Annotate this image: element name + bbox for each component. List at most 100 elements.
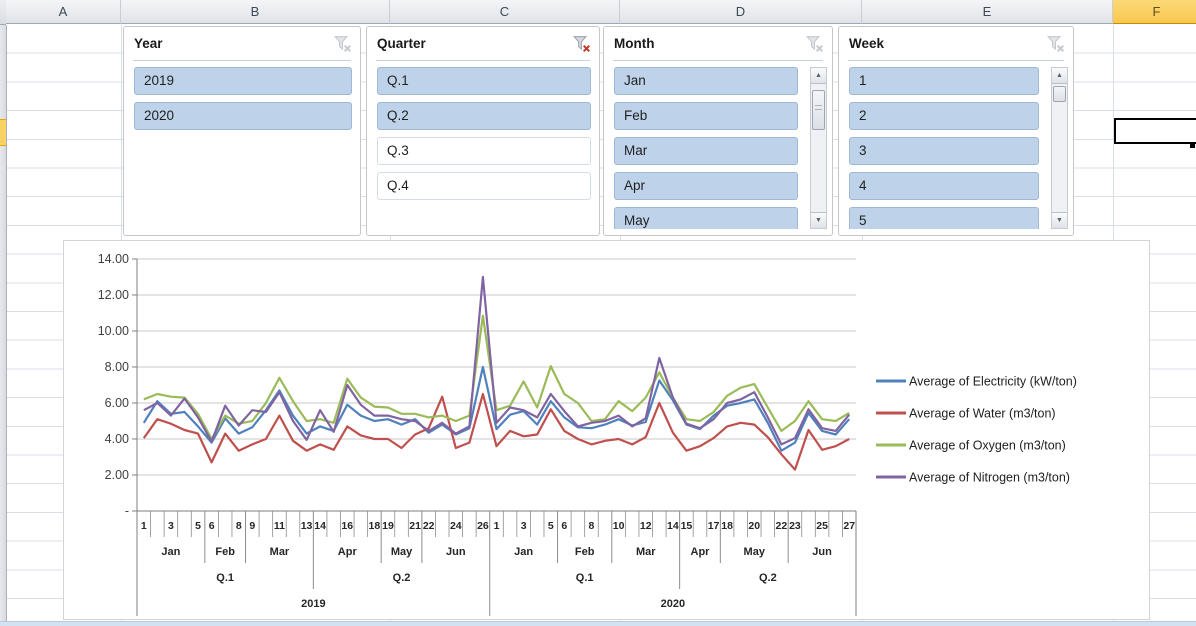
- slicer-item-q-1[interactable]: Q.1: [377, 67, 591, 95]
- slicer-item-2019[interactable]: 2019: [134, 67, 352, 95]
- slicer-divider: [133, 60, 351, 61]
- svg-text:Average of Nitrogen (m3/ton): Average of Nitrogen (m3/ton): [909, 470, 1070, 484]
- svg-text:14.00: 14.00: [98, 252, 129, 266]
- svg-text:14: 14: [314, 520, 326, 532]
- svg-text:15: 15: [681, 520, 693, 532]
- clear-filter-icon[interactable]: [572, 35, 591, 53]
- svg-text:2020: 2020: [661, 598, 685, 610]
- slicer-divider: [613, 60, 823, 61]
- slicer-item-apr[interactable]: Apr: [614, 172, 798, 200]
- svg-text:22: 22: [423, 520, 435, 532]
- svg-text:Mar: Mar: [270, 546, 290, 558]
- svg-text:8.00: 8.00: [105, 360, 129, 374]
- svg-text:10: 10: [613, 520, 625, 532]
- svg-text:1: 1: [494, 520, 500, 532]
- slicer-item-2[interactable]: 2: [849, 102, 1039, 130]
- fill-handle[interactable]: [1190, 143, 1195, 148]
- column-header-E[interactable]: E: [862, 0, 1113, 24]
- svg-text:Average of Water (m3/ton): Average of Water (m3/ton): [909, 406, 1056, 420]
- slicer-item-q-4[interactable]: Q.4: [377, 172, 591, 200]
- svg-text:10.00: 10.00: [98, 324, 129, 338]
- month-slicer-title: Month: [614, 36, 655, 51]
- svg-text:12: 12: [640, 520, 652, 532]
- svg-text:Apr: Apr: [691, 546, 711, 558]
- clear-filter-icon[interactable]: [333, 35, 352, 53]
- svg-text:6: 6: [209, 520, 215, 532]
- svg-text:6: 6: [561, 520, 567, 532]
- year-slicer: Year 2019 2020: [123, 26, 361, 236]
- svg-text:12.00: 12.00: [98, 288, 129, 302]
- active-row-header: [0, 119, 6, 146]
- svg-text:26: 26: [477, 520, 489, 532]
- column-header-A[interactable]: A: [6, 0, 121, 24]
- slicer-item-5[interactable]: 5: [849, 207, 1039, 229]
- pivot-line-chart[interactable]: -2.00 4.00 6.00 8.00 10.00 12.00 14.00 1 3 5 Jan 6 8…: [63, 240, 1150, 620]
- svg-text:Q.2: Q.2: [393, 572, 411, 584]
- month-slicer: Month Jan Feb Mar Apr May ▲ ▼: [603, 26, 833, 236]
- slicer-item-mar[interactable]: Mar: [614, 137, 798, 165]
- slicer-item-q-2[interactable]: Q.2: [377, 102, 591, 130]
- month-slicer-scrollbar[interactable]: ▲ ▼: [810, 67, 827, 229]
- column-header-D[interactable]: D: [620, 0, 862, 24]
- slicer-item-q-3[interactable]: Q.3: [377, 137, 591, 165]
- year-slicer-title: Year: [134, 36, 163, 51]
- scroll-up-arrow[interactable]: ▲: [1052, 68, 1067, 84]
- scroll-down-arrow[interactable]: ▼: [811, 212, 826, 228]
- svg-text:-: -: [125, 504, 129, 518]
- svg-text:22: 22: [776, 520, 788, 532]
- quarter-slicer-items: Q.1 Q.2 Q.3 Q.4: [377, 67, 591, 229]
- scroll-down-arrow[interactable]: ▼: [1052, 212, 1067, 228]
- svg-text:5: 5: [195, 520, 201, 532]
- week-slicer-scrollbar[interactable]: ▲ ▼: [1051, 67, 1068, 229]
- slicer-divider: [376, 60, 590, 61]
- scrollbar-thumb[interactable]: [1053, 86, 1066, 102]
- week-slicer-title: Week: [849, 36, 885, 51]
- svg-text:Average of Electricity (kW/ton: Average of Electricity (kW/ton): [909, 374, 1077, 388]
- svg-text:11: 11: [274, 520, 285, 532]
- slicer-item-3[interactable]: 3: [849, 137, 1039, 165]
- scroll-up-arrow[interactable]: ▲: [811, 68, 826, 84]
- slicer-item-jan[interactable]: Jan: [614, 67, 798, 95]
- scrollbar-thumb[interactable]: [812, 90, 825, 130]
- svg-text:Apr: Apr: [338, 546, 358, 558]
- svg-text:Q.1: Q.1: [216, 572, 234, 584]
- svg-text:May: May: [744, 546, 766, 558]
- svg-text:6.00: 6.00: [105, 396, 129, 410]
- column-header-F[interactable]: F: [1113, 0, 1196, 24]
- svg-text:16: 16: [341, 520, 353, 532]
- selected-cell[interactable]: [1114, 118, 1196, 148]
- svg-text:Jan: Jan: [161, 546, 180, 558]
- svg-text:14: 14: [667, 520, 679, 532]
- svg-text:1: 1: [141, 520, 147, 532]
- svg-text:4.00: 4.00: [105, 432, 129, 446]
- svg-text:8: 8: [236, 520, 242, 532]
- column-header-B[interactable]: B: [121, 0, 390, 24]
- svg-text:Q.2: Q.2: [759, 572, 777, 584]
- svg-text:Mar: Mar: [636, 546, 656, 558]
- slicer-item-1[interactable]: 1: [849, 67, 1039, 95]
- svg-text:Jan: Jan: [514, 546, 533, 558]
- svg-text:May: May: [391, 546, 413, 558]
- svg-text:Q.1: Q.1: [576, 572, 594, 584]
- slicer-item-may[interactable]: May: [614, 207, 798, 229]
- svg-text:25: 25: [816, 520, 828, 532]
- select-all-corner[interactable]: [0, 0, 6, 25]
- clear-filter-icon[interactable]: [805, 35, 824, 53]
- slicer-item-feb[interactable]: Feb: [614, 102, 798, 130]
- month-slicer-items: Jan Feb Mar Apr May: [614, 67, 798, 229]
- quarter-slicer: Quarter Q.1 Q.2 Q.3 Q.4: [366, 26, 600, 236]
- row-header-strip: [0, 25, 7, 626]
- svg-text:19: 19: [382, 520, 394, 532]
- svg-text:13: 13: [301, 520, 313, 532]
- svg-text:27: 27: [843, 520, 855, 532]
- svg-text:8: 8: [589, 520, 595, 532]
- bottom-pane-strip: [0, 621, 1196, 626]
- svg-text:23: 23: [789, 520, 801, 532]
- clear-filter-icon[interactable]: [1046, 35, 1065, 53]
- svg-text:18: 18: [369, 520, 381, 532]
- slicer-item-4[interactable]: 4: [849, 172, 1039, 200]
- column-header-C[interactable]: C: [390, 0, 620, 24]
- slicer-item-2020[interactable]: 2020: [134, 102, 352, 130]
